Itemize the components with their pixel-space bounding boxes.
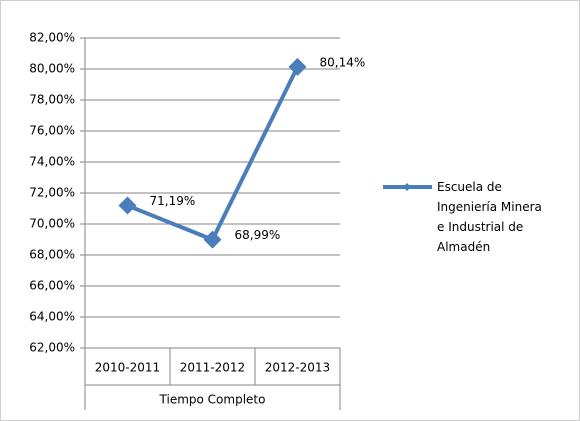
marker [118,196,137,215]
data-label: 71,19% [150,194,196,208]
y-tick-label: 72,00% [29,186,75,200]
y-tick-label: 80,00% [29,62,75,76]
y-tick-label: 64,00% [29,310,75,324]
x-axis-label: Tiempo Completo [159,393,266,407]
marker [203,230,222,249]
y-tick-label: 62,00% [29,341,75,355]
y-tick-label: 68,00% [29,248,75,262]
legend-item: Escuela de Ingeniería Minera e Industria… [437,180,542,254]
y-tick-label: 82,00% [29,31,75,45]
y-tick-label: 70,00% [29,217,75,231]
legend-text: Escuela de Ingeniería Minera e Industria… [437,180,542,254]
x-tick-label: 2012-2013 [265,361,330,375]
data-label: 68,99% [235,228,281,242]
y-tick-label: 66,00% [29,279,75,293]
y-tick-label: 78,00% [29,93,75,107]
y-tick-label: 76,00% [29,124,75,138]
y-tick-label: 74,00% [29,155,75,169]
data-label: 80,14% [320,55,366,69]
legend-marker [403,183,411,191]
x-tick-label: 2010-2011 [95,361,160,375]
marker [288,57,307,76]
x-tick-label: 2011-2012 [180,361,245,375]
